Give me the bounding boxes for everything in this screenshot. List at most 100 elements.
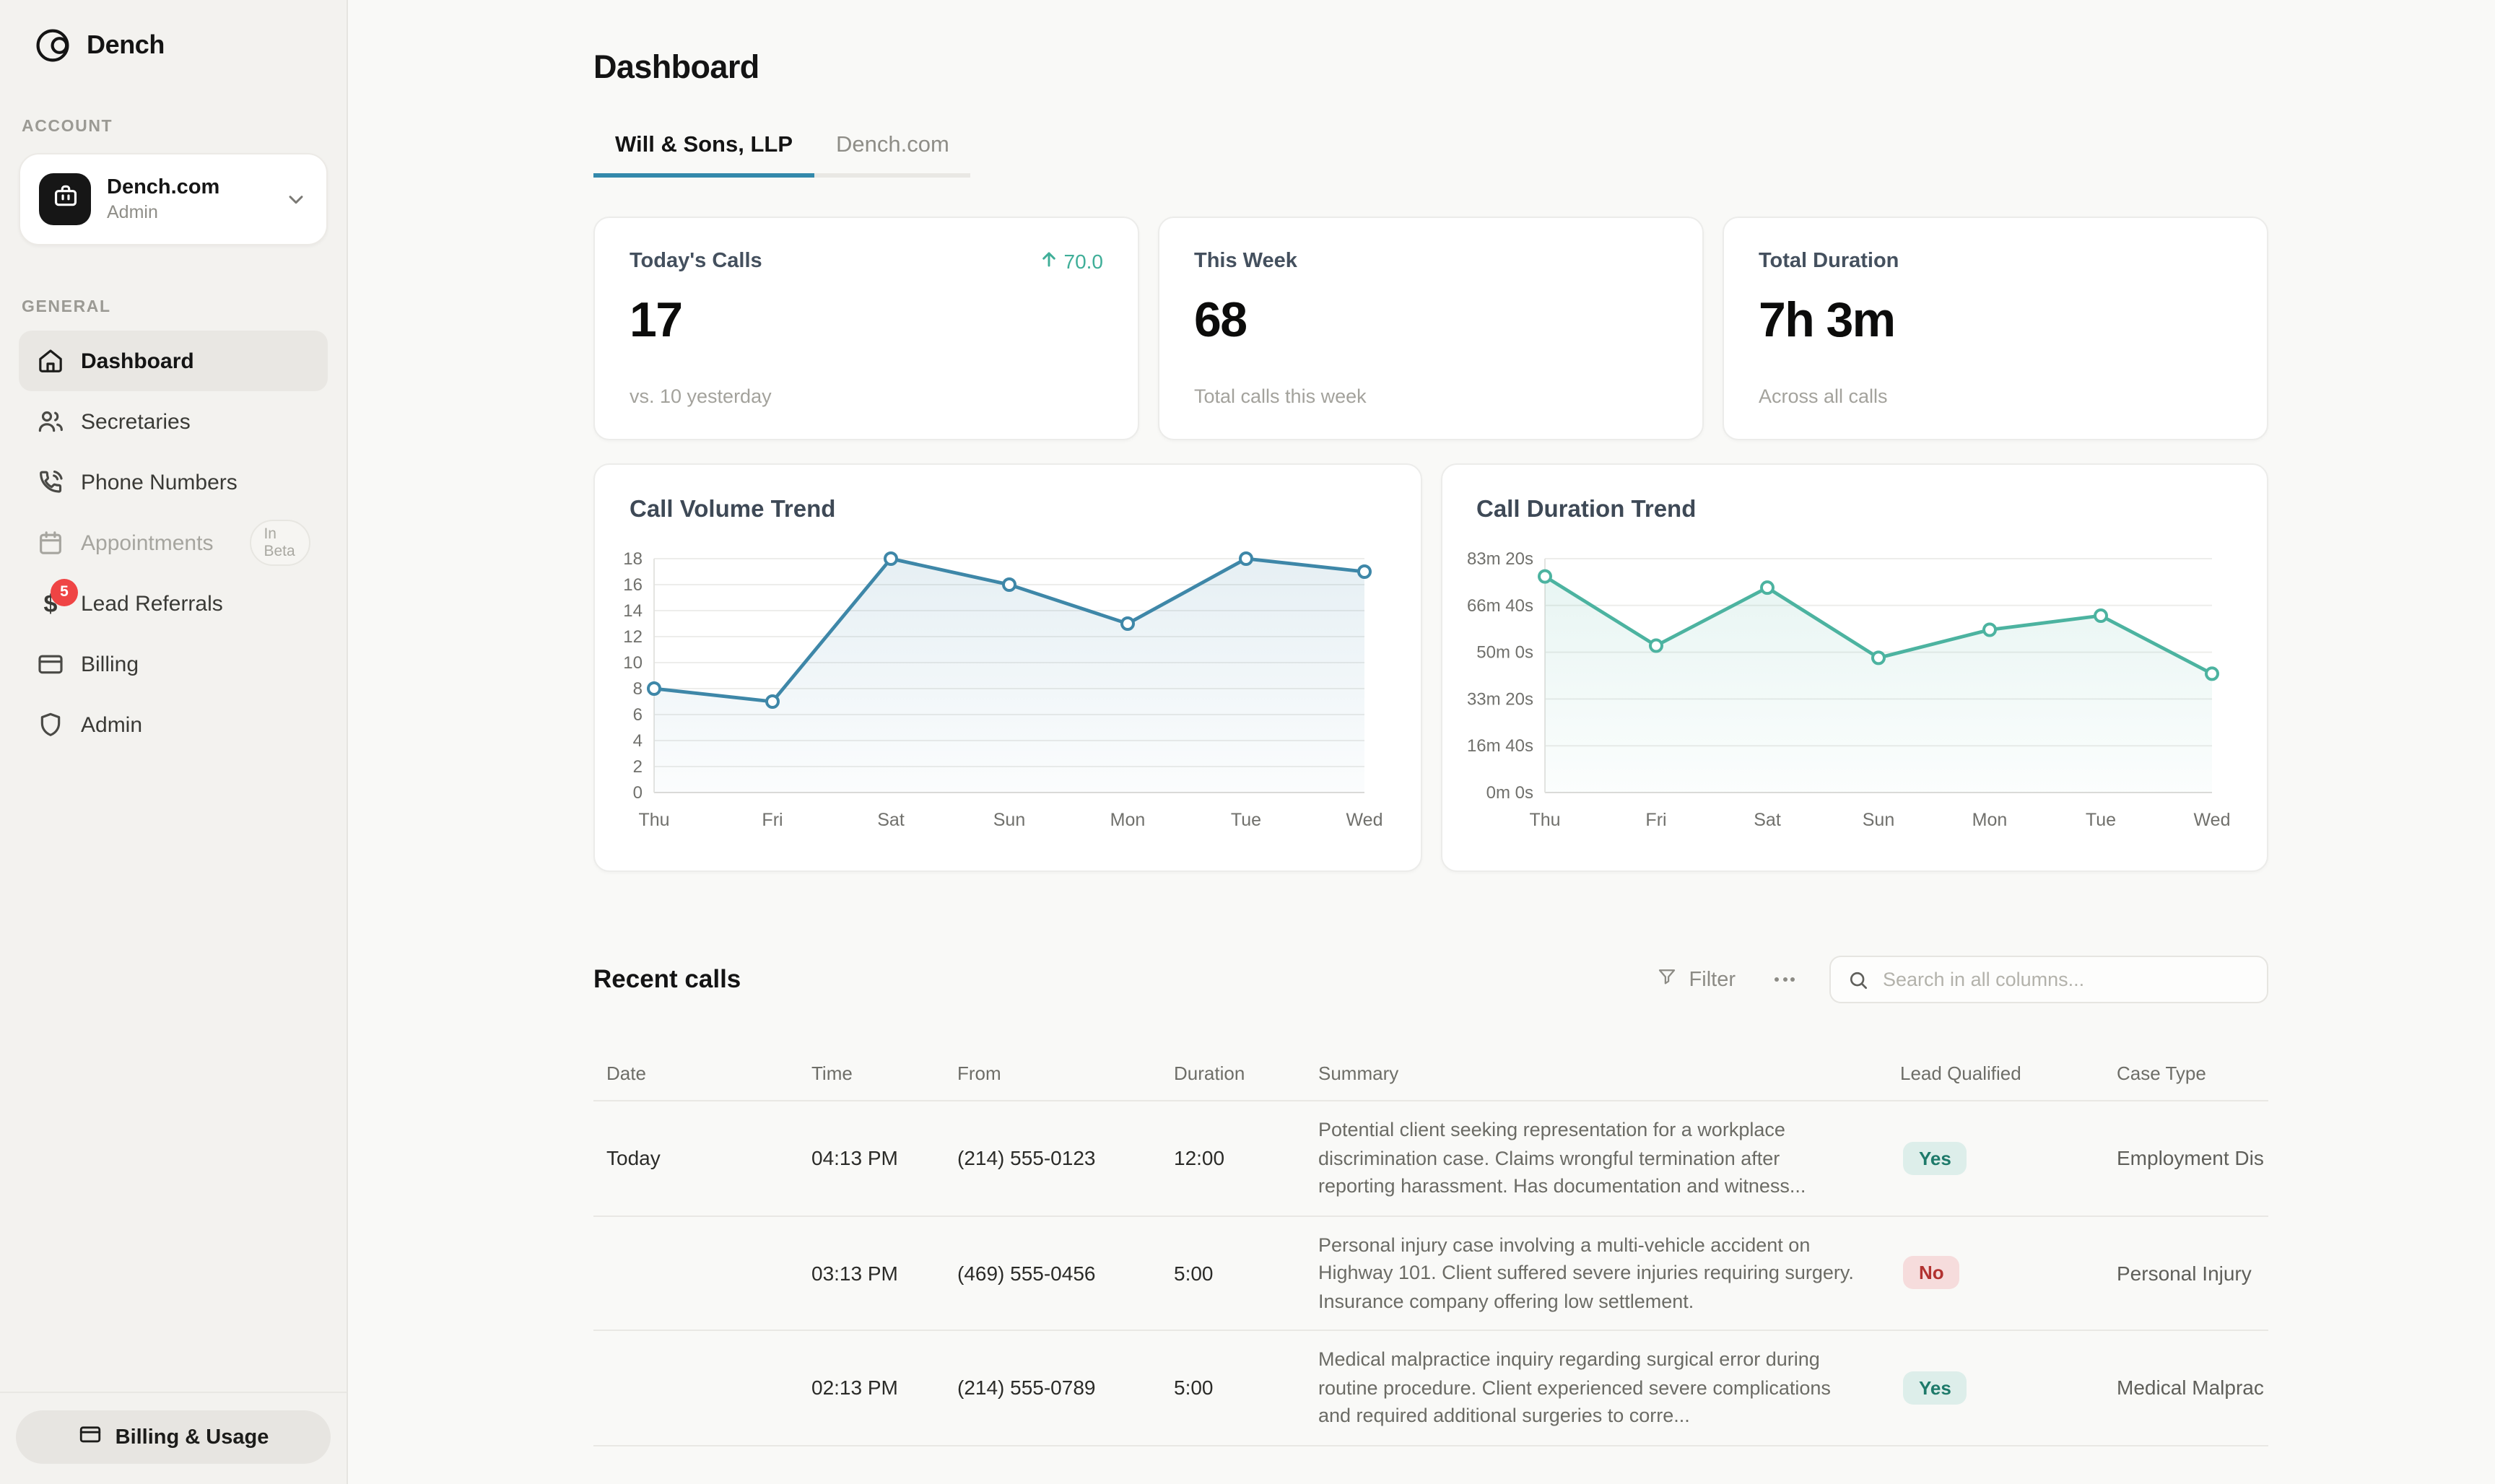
lead-qualified-badge: No (1903, 1256, 1960, 1290)
sidebar-section-general: GENERAL (22, 299, 111, 316)
svg-text:Thu: Thu (1528, 810, 1559, 830)
stat-cards: Today's Calls 70.0 17 vs. 10 yesterday (593, 217, 2268, 440)
column-header-summary: Summary (1318, 1062, 1399, 1084)
cell-duration: 5:00 (1174, 1376, 1214, 1400)
sidebar-item-label: Secretaries (81, 409, 191, 434)
svg-text:12: 12 (623, 627, 643, 647)
phone-icon (36, 468, 65, 497)
filter-button[interactable]: Filter (1656, 966, 1736, 993)
sidebar-item-label: Phone Numbers (81, 470, 238, 494)
dench-logo-icon (35, 26, 74, 65)
account-avatar (39, 173, 91, 225)
svg-text:Sun: Sun (993, 810, 1025, 830)
home-icon (36, 346, 65, 375)
svg-text:Mon: Mon (1110, 810, 1146, 830)
svg-text:Fri: Fri (762, 810, 783, 830)
shield-icon (36, 710, 65, 739)
lead-qualified-badge: Yes (1903, 1371, 1967, 1405)
table-row[interactable]: Today 04:13 PM (214) 555-0123 12:00 Pote… (593, 1101, 2268, 1216)
stat-card-total-duration: Total Duration 7h 3m Across all calls (1723, 217, 2268, 440)
cell-from: (214) 555-0789 (957, 1376, 1096, 1400)
billing-usage-button[interactable]: Billing & Usage (16, 1410, 331, 1464)
sidebar-nav: Dashboard Secretaries (19, 331, 328, 755)
sidebar-footer: Billing & Usage (0, 1392, 347, 1484)
lead-qualified-badge: Yes (1903, 1141, 1967, 1175)
stat-card-todays-calls: Today's Calls 70.0 17 vs. 10 yesterday (593, 217, 1139, 440)
stat-subtext: vs. 10 yesterday (630, 385, 772, 407)
stat-value: 17 (630, 293, 683, 348)
credit-card-icon (78, 1422, 103, 1452)
sidebar: Dench ACCOUNT Dench.com Admin (0, 0, 348, 1484)
stat-card-this-week: This Week 68 Total calls this week (1158, 217, 1704, 440)
account-role: Admin (107, 202, 158, 222)
table-row[interactable]: 02:13 PM (214) 555-0789 5:00 Medical mal… (593, 1331, 2268, 1446)
chart-title: Call Volume Trend (630, 497, 836, 523)
svg-text:Tue: Tue (1231, 810, 1261, 830)
cell-summary: Personal injury case involving a multi-v… (1318, 1234, 1854, 1311)
svg-text:10: 10 (623, 653, 643, 673)
sidebar-item-phone-numbers[interactable]: Phone Numbers (19, 452, 328, 512)
credit-card-icon (36, 650, 65, 678)
stat-subtext: Total calls this week (1194, 385, 1367, 407)
stat-value: 68 (1194, 293, 1248, 348)
more-options-button[interactable] (1775, 977, 1795, 982)
call-duration-trend-chart: Call Duration Trend 0m 0s 16m 40s 33m 20s 5… (1440, 463, 2268, 872)
calendar-icon (36, 528, 65, 557)
notification-count-badge: 5 (51, 578, 78, 606)
sidebar-item-lead-referrals[interactable]: $ 5 Lead Referrals (19, 573, 328, 634)
recent-calls-table: Date Time From Duration Summary Lead Qua… (593, 1047, 2268, 1446)
svg-text:83m 20s: 83m 20s (1466, 549, 1533, 569)
sidebar-item-label: Admin (81, 712, 143, 737)
sidebar-item-dashboard[interactable]: Dashboard (19, 331, 328, 391)
tab-dench-com[interactable]: Dench.com (814, 133, 971, 178)
sidebar-item-secretaries[interactable]: Secretaries (19, 391, 328, 452)
app-name: Dench (87, 30, 165, 59)
in-beta-badge: In Beta (249, 520, 310, 566)
svg-text:2: 2 (633, 757, 643, 777)
svg-text:Tue: Tue (2085, 810, 2115, 830)
svg-text:0m 0s: 0m 0s (1486, 783, 1533, 803)
cell-case-type: Medical Malprac (2117, 1376, 2264, 1400)
sidebar-item-label: Dashboard (81, 349, 194, 373)
tab-will-and-sons[interactable]: Will & Sons, LLP (593, 133, 815, 178)
column-header-lead-qualified: Lead Qualified (1900, 1062, 2021, 1084)
svg-text:66m 40s: 66m 40s (1466, 596, 1533, 616)
briefcase-icon (51, 182, 79, 217)
svg-text:18: 18 (623, 549, 643, 569)
call-volume-line-chart: 0 2 4 6 8 10 12 14 16 18 Thu Fri Sat Sun Mon Tue Wed (623, 549, 1383, 830)
recent-calls-section: Recent calls Filter (593, 956, 2268, 1446)
svg-text:16: 16 (623, 575, 643, 595)
stat-label: This Week (1194, 250, 1297, 273)
stat-label: Today's Calls (630, 250, 762, 273)
search-input[interactable] (1831, 957, 2267, 1002)
stat-subtext: Across all calls (1759, 385, 1888, 407)
svg-text:6: 6 (633, 705, 643, 725)
sidebar-item-label: Appointments (81, 531, 214, 555)
svg-text:8: 8 (633, 679, 643, 699)
cell-summary: Potential client seeking representation … (1318, 1119, 1806, 1197)
app-logo: Dench (19, 26, 328, 65)
table-search (1829, 956, 2268, 1003)
svg-text:Wed: Wed (1346, 810, 1383, 830)
sidebar-item-label: Lead Referrals (81, 591, 223, 616)
call-volume-trend-chart: Call Volume Trend 0 2 4 6 8 10 12 14 16 18 Thu Fri S… (593, 463, 1421, 872)
cell-case-type: Employment Dis (2117, 1146, 2264, 1170)
chevron-down-icon (284, 188, 308, 211)
cell-date: Today (606, 1146, 661, 1170)
table-row[interactable]: 03:13 PM (469) 555-0456 5:00 Personal in… (593, 1216, 2268, 1331)
svg-text:50m 0s: 50m 0s (1476, 643, 1533, 663)
account-switcher[interactable]: Dench.com Admin (19, 153, 328, 245)
filter-funnel-icon (1656, 966, 1678, 993)
arrow-up-icon (1040, 250, 1058, 273)
sidebar-section-account: ACCOUNT (22, 118, 113, 136)
page-title: Dashboard (593, 49, 759, 85)
stat-value: 7h 3m (1759, 293, 1896, 348)
sidebar-item-label: Billing (81, 652, 139, 676)
sidebar-item-appointments[interactable]: Appointments In Beta (19, 512, 328, 573)
sidebar-item-admin[interactable]: Admin (19, 694, 328, 755)
sidebar-item-billing[interactable]: Billing (19, 634, 328, 694)
column-header-date: Date (606, 1062, 646, 1084)
svg-text:16m 40s: 16m 40s (1466, 736, 1533, 756)
chart-title: Call Duration Trend (1476, 497, 1697, 523)
